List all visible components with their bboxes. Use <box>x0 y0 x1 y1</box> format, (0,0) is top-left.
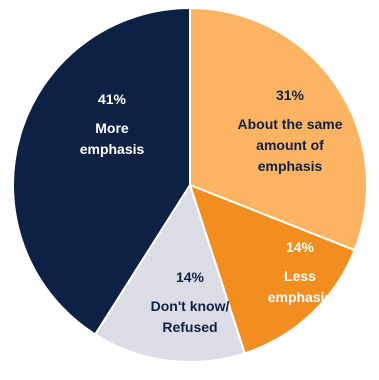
slice-category-label: About the same <box>237 116 342 132</box>
slice-category-label: More <box>95 120 129 136</box>
slice-value-label: 41% <box>98 91 127 107</box>
slice-category-label: emphasis <box>268 289 333 305</box>
pie-slices <box>12 6 368 363</box>
slice-category-label: emphasis <box>258 158 323 174</box>
slice-value-label: 14% <box>286 239 315 255</box>
pie-slice <box>93 182 246 363</box>
pie-slice <box>189 6 368 252</box>
slice-category-label: Don't know/ <box>151 298 230 314</box>
slice-category-label: Refused <box>162 319 217 335</box>
pie-slice <box>12 6 191 336</box>
slice-value-label: 14% <box>176 269 205 285</box>
slice-category-label: Less <box>284 268 316 284</box>
slice-category-label: amount of <box>256 137 324 153</box>
slice-value-label: 31% <box>276 87 305 103</box>
pie-labels: 31% About the same amount of emphasis 14% Les… <box>80 87 343 335</box>
slice-category-label: emphasis <box>80 141 145 157</box>
